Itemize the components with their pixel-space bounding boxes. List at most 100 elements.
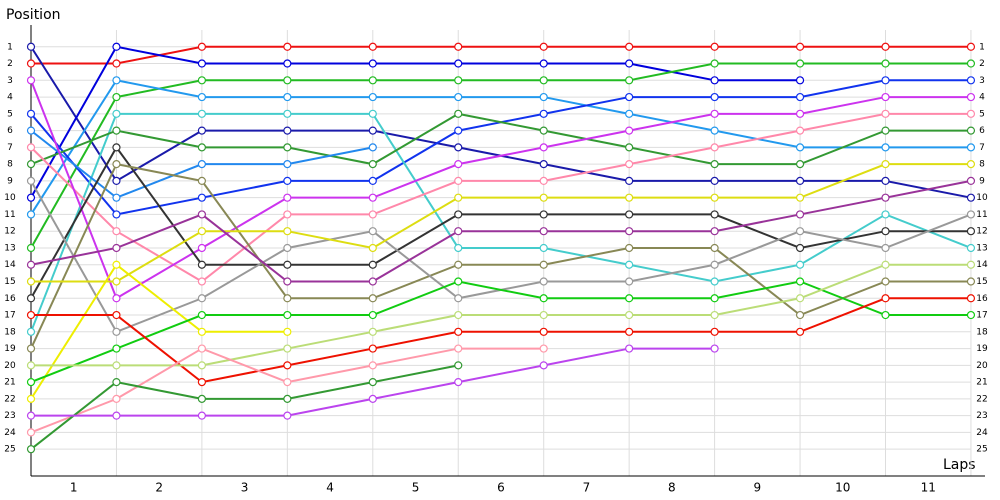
- y-tick-label: 15: [4, 277, 15, 287]
- point-marker: [26, 394, 36, 403]
- point-marker: [539, 344, 548, 353]
- point-marker: [710, 126, 719, 135]
- point-marker: [710, 327, 719, 336]
- point-marker: [710, 294, 719, 303]
- point-marker: [625, 59, 634, 68]
- y-tick-label: 11: [4, 210, 15, 220]
- point-marker: [539, 277, 548, 286]
- point-marker: [625, 260, 634, 269]
- point-marker: [26, 243, 36, 253]
- point-marker: [625, 344, 634, 353]
- point-marker: [112, 92, 121, 102]
- series-line: [31, 263, 971, 367]
- point-marker: [26, 59, 36, 68]
- point-marker: [283, 126, 292, 135]
- point-marker: [966, 294, 976, 303]
- point-marker: [454, 378, 463, 387]
- point-marker: [710, 277, 719, 286]
- point-marker: [454, 76, 463, 85]
- y-tick-label: 16: [4, 294, 16, 304]
- point-marker: [539, 310, 548, 320]
- y-tick-label: 18: [4, 327, 16, 337]
- point-marker: [539, 42, 548, 51]
- point-marker: [368, 143, 377, 152]
- point-marker: [283, 277, 292, 286]
- point-marker: [454, 92, 463, 102]
- point-marker: [283, 193, 292, 202]
- point-marker: [283, 42, 292, 51]
- y-tick-label-right: 9: [979, 176, 985, 186]
- point-marker: [26, 76, 36, 85]
- point-marker: [795, 327, 805, 336]
- point-marker: [283, 394, 292, 403]
- point-marker: [795, 277, 805, 286]
- point-marker: [539, 59, 548, 68]
- y-tick-label-right: 24: [976, 428, 988, 438]
- y-tick-label: 6: [7, 126, 13, 136]
- point-marker: [881, 243, 890, 253]
- point-marker: [197, 327, 206, 336]
- point-marker: [710, 260, 719, 269]
- point-marker: [26, 445, 36, 454]
- y-tick-label-right: 23: [976, 411, 987, 421]
- y-tick-label: 13: [4, 243, 15, 253]
- x-tick-label: 11: [921, 481, 936, 495]
- point-marker: [197, 126, 206, 135]
- point-marker: [197, 160, 206, 169]
- y-tick-label-right: 16: [976, 294, 988, 304]
- point-marker: [795, 42, 805, 51]
- point-marker: [197, 92, 206, 102]
- y-tick-label: 8: [7, 160, 13, 170]
- point-marker: [881, 143, 890, 152]
- point-marker: [26, 210, 36, 219]
- y-tick-label-right: 4: [979, 93, 985, 103]
- y-tick-label: 7: [7, 143, 13, 153]
- point-marker: [112, 310, 121, 320]
- point-marker: [795, 76, 805, 85]
- point-marker: [197, 294, 206, 303]
- point-marker: [26, 42, 36, 51]
- point-marker: [966, 210, 976, 219]
- point-marker: [539, 76, 548, 85]
- point-marker: [625, 277, 634, 286]
- y-tick-label-right: 2: [979, 59, 985, 69]
- series-line: [30, 263, 288, 400]
- x-tick-label: 7: [583, 481, 591, 495]
- point-marker: [283, 160, 292, 169]
- y-tick-label-right: 10: [976, 193, 988, 203]
- point-marker: [283, 243, 292, 253]
- point-marker: [881, 210, 890, 219]
- point-marker: [368, 109, 377, 118]
- y-tick-label-right: 17: [976, 311, 987, 321]
- x-tick-label: 2: [155, 481, 163, 495]
- point-marker: [881, 277, 890, 286]
- point-marker: [112, 294, 121, 303]
- point-marker: [966, 126, 976, 135]
- point-marker: [539, 92, 548, 102]
- point-marker: [625, 310, 634, 320]
- point-marker: [710, 227, 719, 236]
- point-marker: [795, 193, 805, 202]
- point-marker: [539, 160, 548, 169]
- point-marker: [625, 143, 634, 152]
- y-tick-label-right: 21: [976, 378, 987, 388]
- x-tick-label: 1: [70, 481, 78, 495]
- point-marker: [112, 344, 121, 353]
- point-marker: [881, 294, 890, 303]
- point-marker: [795, 126, 805, 135]
- point-marker: [881, 176, 890, 186]
- y-tick-label: 9: [7, 176, 13, 186]
- point-marker: [539, 361, 548, 370]
- point-marker: [539, 176, 548, 186]
- point-marker: [710, 310, 719, 320]
- point-marker: [112, 260, 121, 269]
- point-marker: [197, 260, 206, 269]
- point-marker: [539, 109, 548, 118]
- y-axis-label: Position: [6, 7, 61, 23]
- point-marker: [283, 310, 292, 320]
- point-marker: [283, 109, 292, 118]
- y-tick-label-right: 1: [979, 42, 985, 52]
- point-marker: [197, 59, 206, 68]
- point-marker: [454, 160, 463, 169]
- point-marker: [454, 243, 463, 253]
